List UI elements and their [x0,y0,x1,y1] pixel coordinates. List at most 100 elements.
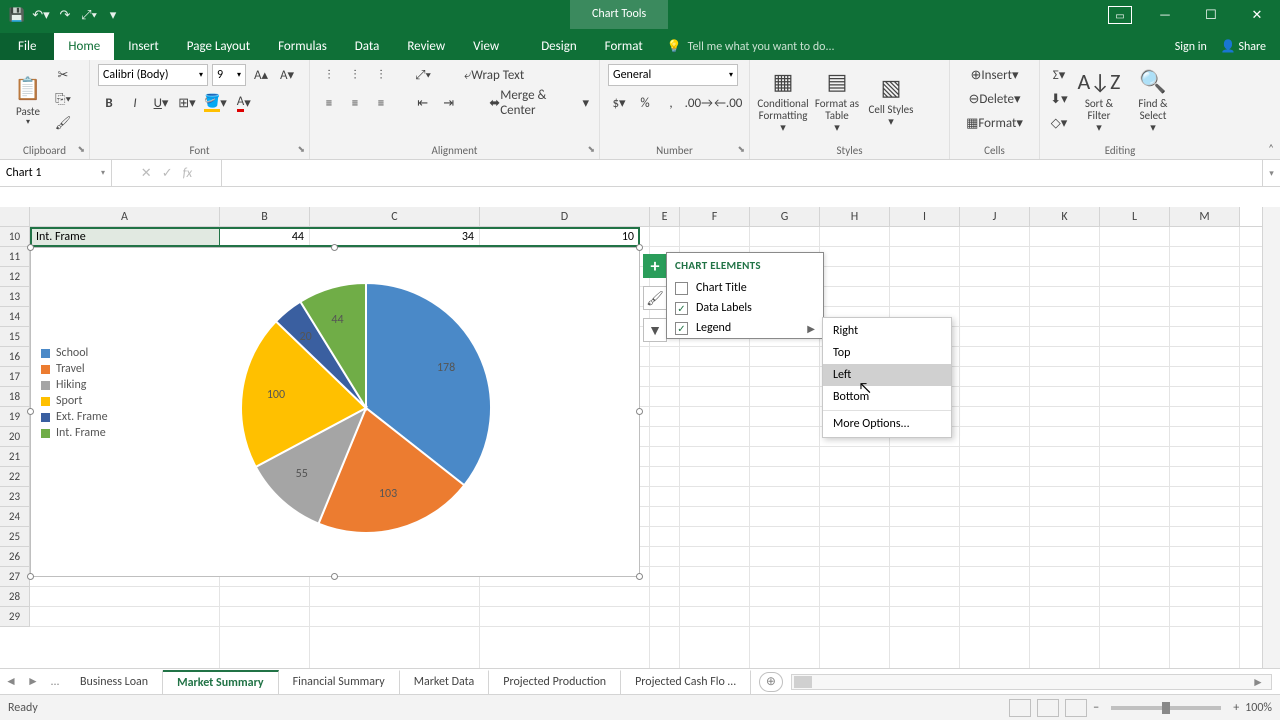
format-painter-icon[interactable]: 🖌 [52,112,74,134]
sheet-tab[interactable]: Projected Production [489,670,621,694]
row-header[interactable]: 29 [0,607,30,627]
row-header[interactable]: 19 [0,407,30,427]
orientation-icon[interactable]: ⤢▾ [412,64,434,86]
align-top-icon[interactable]: ⫶ [318,64,340,86]
copy-icon[interactable]: ⎘▾ [52,88,74,110]
column-header-f[interactable]: F [680,207,750,226]
cut-icon[interactable]: ✂ [52,64,74,86]
paste-button[interactable]: 📋Paste▾ [8,72,48,127]
cell-d10[interactable]: 10 [480,227,638,247]
delete-cells-button[interactable]: ⊖ Delete ▾ [958,88,1031,110]
row-header[interactable]: 12 [0,267,30,287]
row-header[interactable]: 20 [0,427,30,447]
close-button[interactable]: ✕ [1234,0,1280,30]
italic-button[interactable]: I [124,92,146,114]
tab-review[interactable]: Review [393,33,459,60]
enter-formula-icon[interactable]: ✓ [162,166,173,181]
page-layout-view-icon[interactable] [1037,699,1059,717]
increase-decimal-icon[interactable]: .00→ [686,92,712,114]
legend-item[interactable]: Int. Frame [41,426,108,440]
legend-item[interactable]: Sport [41,394,108,408]
find-select-button[interactable]: 🔍Find & Select▾ [1128,64,1178,134]
column-header-m[interactable]: M [1170,207,1240,226]
row-header[interactable]: 15 [0,327,30,347]
column-header-d[interactable]: D [480,207,650,226]
tell-me-search[interactable]: 💡Tell me what you want to do... [657,39,845,60]
horizontal-scrollbar[interactable]: ◄► [791,674,1272,690]
row-header[interactable]: 14 [0,307,30,327]
tab-page-layout[interactable]: Page Layout [173,33,264,60]
legend-item[interactable]: School [41,346,108,360]
row-header[interactable]: 23 [0,487,30,507]
sheet-tab[interactable]: Projected Cash Flo … [621,670,751,694]
tab-file[interactable]: File [0,33,54,60]
row-header[interactable]: 27 [0,567,30,587]
row-header[interactable]: 21 [0,447,30,467]
currency-icon[interactable]: $▾ [608,92,630,114]
column-header-b[interactable]: B [220,207,310,226]
cancel-formula-icon[interactable]: ✕ [141,166,152,181]
font-launcher-icon[interactable]: ⬊ [297,144,305,155]
formula-input[interactable] [222,160,1262,186]
align-center-icon[interactable]: ≡ [344,92,366,114]
comma-icon[interactable]: , [660,92,682,114]
alignment-launcher-icon[interactable]: ⬊ [587,144,595,155]
submenu-item-left[interactable]: Left [823,364,951,386]
cell-a10[interactable]: Int. Frame [32,227,90,247]
tab-overflow[interactable]: ... [44,675,66,689]
number-format-select[interactable]: General▾ [608,64,738,86]
redo-icon[interactable]: ↷ [54,4,76,26]
row-header[interactable]: 22 [0,467,30,487]
share-button[interactable]: 👤 Share [1221,39,1266,54]
normal-view-icon[interactable] [1009,699,1031,717]
fill-color-icon[interactable]: 🪣▾ [202,92,229,114]
clear-icon[interactable]: ◇▾ [1048,112,1070,134]
chart-filters-button[interactable]: ▼ [643,318,667,342]
submenu-item-right[interactable]: Right [823,320,951,342]
pie-chart-object[interactable]: SchoolTravelHikingSportExt. FrameInt. Fr… [30,247,640,577]
sign-in-link[interactable]: Sign in [1175,40,1207,54]
border-icon[interactable]: ⊞▾ [176,92,198,114]
zoom-level[interactable]: 100% [1245,701,1272,715]
qat-customize-icon[interactable]: ▾ [102,4,124,26]
zoom-slider[interactable] [1111,706,1221,710]
sort-filter-button[interactable]: A↓ZSort & Filter▾ [1074,64,1124,134]
decrease-decimal-icon[interactable]: ←.00 [716,92,742,114]
column-header-l[interactable]: L [1100,207,1170,226]
chart-elements-button[interactable]: + [643,254,667,278]
clipboard-launcher-icon[interactable]: ⬊ [77,144,85,155]
row-header[interactable]: 16 [0,347,30,367]
tab-format[interactable]: Format [591,33,657,60]
sheet-tab[interactable]: Financial Summary [279,670,400,694]
increase-font-icon[interactable]: A▴ [250,64,272,86]
row-header[interactable]: 10 [0,227,30,247]
row-header[interactable]: 25 [0,527,30,547]
expand-formula-bar-icon[interactable]: ▾ [1262,160,1280,186]
minimize-button[interactable]: — [1142,0,1188,30]
bold-button[interactable]: B [98,92,120,114]
undo-icon[interactable]: ↶▾ [30,4,52,26]
legend-item[interactable]: Ext. Frame [41,410,108,424]
sheet-tab[interactable]: Market Data [400,670,490,694]
decrease-indent-icon[interactable]: ⇤ [412,92,434,114]
zoom-in-icon[interactable]: + [1233,701,1239,715]
column-header-j[interactable]: J [960,207,1030,226]
font-size-select[interactable]: 9▾ [212,64,246,86]
percent-icon[interactable]: % [634,92,656,114]
row-header[interactable]: 17 [0,367,30,387]
font-name-select[interactable]: Calibri (Body)▾ [98,64,208,86]
maximize-button[interactable]: ☐ [1188,0,1234,30]
vertical-scrollbar[interactable] [1262,207,1280,668]
tab-scroll-left-icon[interactable]: ◄ [0,674,22,689]
insert-cells-button[interactable]: ⊕ Insert ▾ [958,64,1031,86]
number-launcher-icon[interactable]: ⬊ [737,144,745,155]
cell-styles-button[interactable]: ▧Cell Styles▾ [866,70,916,128]
format-as-table-button[interactable]: ▤Format as Table▾ [812,64,862,134]
column-header-i[interactable]: I [890,207,960,226]
row-header[interactable]: 13 [0,287,30,307]
tab-view[interactable]: View [459,33,513,60]
sheet-tab[interactable]: Market Summary [163,670,279,694]
fx-icon[interactable]: fx [183,166,193,181]
tab-formulas[interactable]: Formulas [264,33,341,60]
save-icon[interactable]: 💾 [6,4,28,26]
